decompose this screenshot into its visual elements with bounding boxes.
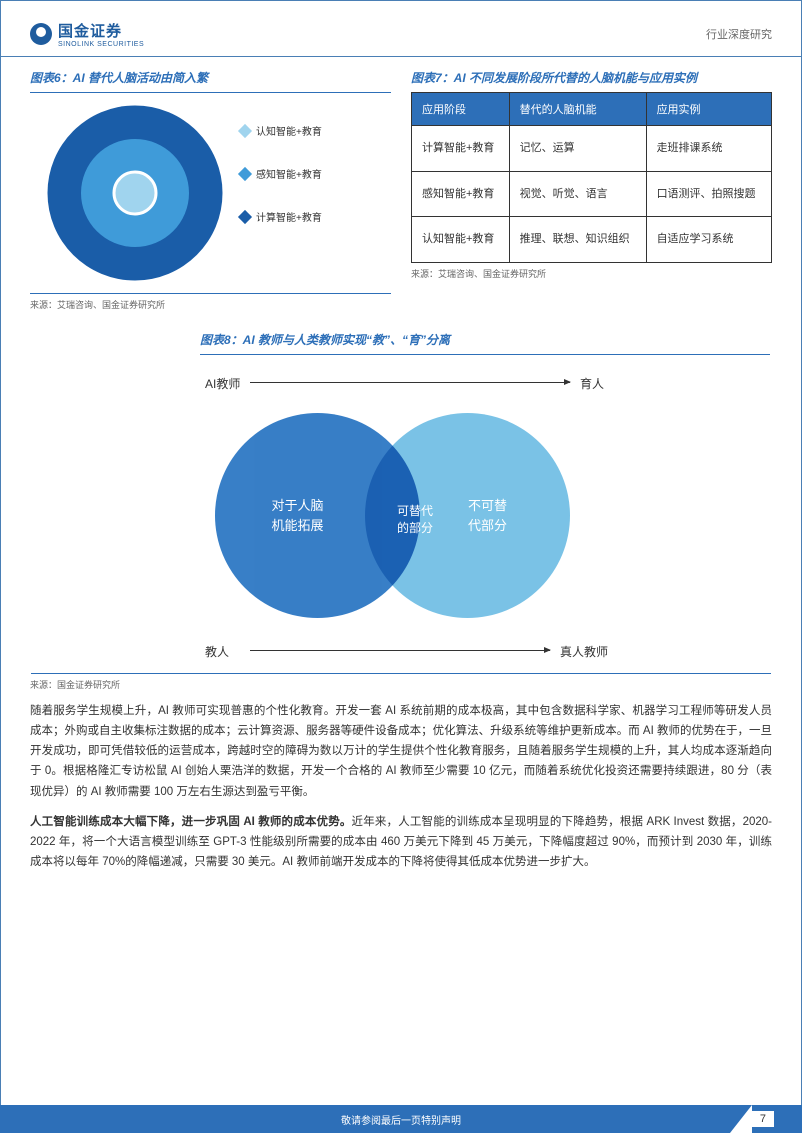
table-row: 认知智能+教育推理、联想、知识组织自适应学习系统 xyxy=(412,217,772,263)
brand-name-en: SINOLINK SECURITIES xyxy=(58,41,144,48)
body-paragraph-2: 人工智能训练成本大幅下降，进一步巩固 AI 教师的成本优势。近年来，人工智能的训… xyxy=(0,802,802,872)
table-header: 应用实例 xyxy=(646,93,771,126)
table-row: 感知智能+教育视觉、听觉、语言口语测评、拍照搜题 xyxy=(412,171,772,217)
table-cell: 计算智能+教育 xyxy=(412,126,510,172)
table-cell: 走班排课系统 xyxy=(646,126,771,172)
body-paragraph-1: 随着服务学生规模上升，AI 教师可实现普惠的个性化教育。开发一套 AI 系统前期… xyxy=(0,691,802,802)
figure-6-legend: 认知智能+教育 感知智能+教育 计算智能+教育 xyxy=(240,123,322,252)
legend-label: 感知智能+教育 xyxy=(256,166,322,181)
venn-left-text: 对于人脑 机能拓展 xyxy=(271,496,323,535)
table-cell: 自适应学习系统 xyxy=(646,217,771,263)
table-cell: 感知智能+教育 xyxy=(412,171,510,217)
figure-8-source: 来源：国金证券研究所 xyxy=(30,678,802,691)
page-header: 国金证券 SINOLINK SECURITIES 行业深度研究 xyxy=(0,0,802,57)
table-cell: 推理、联想、知识组织 xyxy=(509,217,646,263)
table-header: 替代的人脑机能 xyxy=(509,93,646,126)
figure-7-table: 应用阶段 替代的人脑机能 应用实例 计算智能+教育记忆、运算走班排课系统感知智能… xyxy=(411,92,772,263)
footer-decoration xyxy=(730,1105,752,1133)
brand-logo-icon xyxy=(30,23,52,45)
bold-lead: 人工智能训练成本大幅下降，进一步巩固 AI 教师的成本优势。 xyxy=(30,816,352,828)
legend-label: 计算智能+教育 xyxy=(256,209,322,224)
legend-marker-icon xyxy=(238,166,252,180)
legend-item: 认知智能+教育 xyxy=(240,123,322,138)
page-number: 7 xyxy=(752,1111,774,1127)
brand-name-cn: 国金证券 xyxy=(58,20,144,41)
legend-item: 计算智能+教育 xyxy=(240,209,322,224)
legend-marker-icon xyxy=(238,123,252,137)
figure-6: 图表6：AI 替代人脑活动由简入繁 认知智能+教育 感知智能+教育 xyxy=(30,69,391,311)
logo-area: 国金证券 SINOLINK SECURITIES xyxy=(30,20,144,48)
figure-7-source: 来源：艾瑞咨询、国金证券研究所 xyxy=(411,267,772,280)
venn-overlap-text: 可替代 的部分 xyxy=(385,503,445,537)
figure-6-title: 图表6：AI 替代人脑活动由简入繁 xyxy=(30,69,391,86)
table-cell: 认知智能+教育 xyxy=(412,217,510,263)
venn-diagram: AI教师 育人 对于人脑 机能拓展 不可替 代部分 可替代 的部分 教人 真人教… xyxy=(30,363,772,673)
figure-8: 图表8：AI 教师与人类教师实现“教”、“育”分离 AI教师 育人 对于人脑 机… xyxy=(30,331,772,674)
venn-label-top-left: AI教师 xyxy=(205,375,240,392)
table-header: 应用阶段 xyxy=(412,93,510,126)
table-cell: 口语测评、拍照搜题 xyxy=(646,171,771,217)
figure-6-source: 来源：艾瑞咨询、国金证券研究所 xyxy=(30,298,391,311)
divider xyxy=(30,293,391,294)
header-category: 行业深度研究 xyxy=(706,26,772,42)
table-cell: 记忆、运算 xyxy=(509,126,646,172)
venn-label-bottom-right: 真人教师 xyxy=(560,643,608,660)
table-row: 计算智能+教育记忆、运算走班排课系统 xyxy=(412,126,772,172)
venn-label-bottom-left: 教人 xyxy=(205,643,229,660)
divider xyxy=(31,673,771,674)
footer-disclaimer: 敬请参阅最后一页特别声明 xyxy=(341,1112,461,1127)
venn-label-top-right: 育人 xyxy=(580,375,604,392)
circle-inner xyxy=(113,171,158,216)
table-cell: 视觉、听觉、语言 xyxy=(509,171,646,217)
figure-7: 图表7：AI 不同发展阶段所代替的人脑机能与应用实例 应用阶段 替代的人脑机能 … xyxy=(411,69,772,311)
figure-8-title: 图表8：AI 教师与人类教师实现“教”、“育”分离 xyxy=(200,331,772,348)
page-footer: 敬请参阅最后一页特别声明 xyxy=(0,1105,802,1133)
figure-7-title: 图表7：AI 不同发展阶段所代替的人脑机能与应用实例 xyxy=(411,69,772,86)
venn-right-text: 不可替 代部分 xyxy=(468,496,507,535)
arrow-icon xyxy=(250,650,550,651)
legend-marker-icon xyxy=(238,209,252,223)
arrow-icon xyxy=(250,382,570,383)
concentric-chart: 认知智能+教育 感知智能+教育 计算智能+教育 xyxy=(30,93,391,293)
legend-label: 认知智能+教育 xyxy=(256,123,322,138)
divider xyxy=(200,354,770,355)
legend-item: 感知智能+教育 xyxy=(240,166,322,181)
